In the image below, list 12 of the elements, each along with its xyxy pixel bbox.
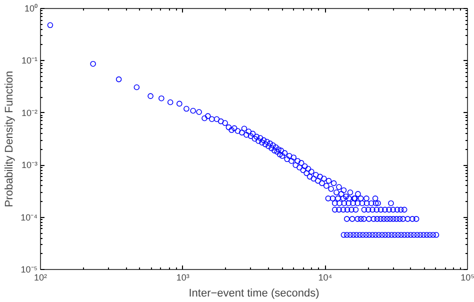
y-tick-label: 10⁻⁵ [20,264,38,274]
x-tick-label: 10³ [176,272,190,282]
y-tick-label: 10⁻⁴ [20,212,38,222]
x-axis-title: Inter−event time (seconds) [188,288,320,300]
y-tick-label: 10⁻³ [21,160,38,170]
y-tick-label: 10⁻¹ [21,56,38,66]
x-tick-label: 10⁵ [460,272,474,282]
x-tick-label: 10⁴ [318,272,332,282]
y-tick-label: 10⁰ [24,4,38,14]
y-axis-title: Probability Density Function [4,70,16,208]
y-tick-label: 10⁻² [21,108,38,118]
x-tick-label: 10² [34,272,48,282]
